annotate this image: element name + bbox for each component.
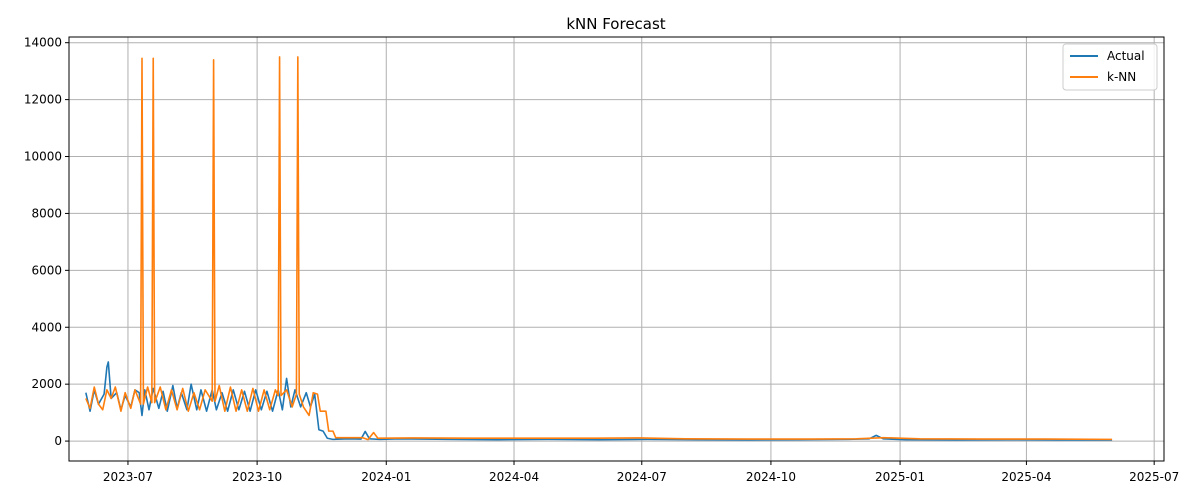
- y-tick-label: 8000: [31, 206, 62, 220]
- legend-label-actual: Actual: [1107, 49, 1145, 63]
- x-tick-label: 2023-10: [232, 470, 282, 484]
- x-tick-label: 2025-04: [1001, 470, 1051, 484]
- y-tick-label: 12000: [24, 93, 62, 107]
- series-line-actual: [85, 361, 1113, 441]
- chart-title: kNN Forecast: [566, 15, 665, 33]
- y-tick-label: 0: [54, 434, 62, 448]
- y-tick-label: 14000: [24, 36, 62, 50]
- x-tick-label: 2024-01: [361, 470, 411, 484]
- plot-area-frame: [68, 36, 1165, 462]
- x-tick-label: 2024-07: [617, 470, 667, 484]
- y-tick-label: 2000: [31, 377, 62, 391]
- grid-lines: [69, 37, 1164, 461]
- x-tick-label: 2024-10: [746, 470, 796, 484]
- legend: Actual k-NN: [1062, 43, 1158, 91]
- y-axis: 0 2000 4000 6000 8000 10000 12000 14000: [24, 36, 69, 448]
- series-lines: [85, 56, 1113, 441]
- x-axis: 2023-07 2023-10 2024-01 2024-04 2024-07 2024-…: [103, 461, 1179, 484]
- y-tick-label: 10000: [24, 150, 62, 164]
- x-tick-label: 2025-01: [875, 470, 925, 484]
- x-tick-label: 2024-04: [489, 470, 539, 484]
- y-tick-label: 4000: [31, 320, 62, 334]
- y-tick-label: 6000: [31, 263, 62, 277]
- x-tick-label: 2023-07: [103, 470, 153, 484]
- series-line-k-nn: [85, 56, 1113, 441]
- legend-label-knn: k-NN: [1107, 70, 1136, 84]
- x-tick-label: 2025-07: [1129, 470, 1179, 484]
